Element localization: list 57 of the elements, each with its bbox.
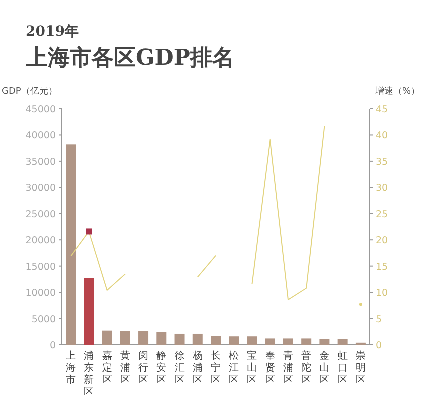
y2-tick-label: 0 (376, 340, 382, 352)
x-tick-label: 徐汇区 (174, 350, 185, 386)
y-tick-label: 30000 (26, 183, 56, 194)
y2-tick-label: 40 (376, 130, 388, 142)
chart-title: 2019年 (26, 24, 79, 40)
bar (320, 339, 330, 345)
x-tick-label: 金山区 (320, 350, 330, 386)
bar (283, 338, 294, 345)
x-tick-label: 普陀区 (302, 350, 312, 386)
x-tick-label: 浦东新区 (84, 350, 94, 398)
bar (338, 339, 348, 345)
y2-tick-label: 20 (376, 236, 388, 247)
y-tick-label: 45000 (26, 104, 56, 116)
y-tick-label: 35000 (26, 156, 56, 168)
y-tick-label: 10000 (26, 288, 56, 300)
y-tick-label: 5000 (32, 314, 56, 326)
bar (102, 330, 112, 345)
x-tick-label: 崇明区 (356, 350, 366, 386)
x-tick-label: 虹口区 (338, 350, 348, 386)
y-tick-label: 25000 (26, 209, 56, 220)
x-tick-label: 闵行区 (138, 350, 149, 386)
y2-tick-label: 5 (376, 314, 382, 326)
y-tick-label: 15000 (26, 262, 56, 273)
y2-axis-title: 增速（%） (374, 86, 420, 97)
x-tick-label: 杨浦区 (192, 350, 203, 386)
bar (120, 331, 130, 345)
y2-tick-label: 45 (376, 104, 388, 116)
y2-tick-label: 15 (376, 262, 388, 273)
bar (229, 336, 240, 345)
bar (174, 334, 185, 345)
y-tick-label: 40000 (26, 130, 56, 142)
y2-tick-label: 30 (376, 183, 388, 194)
bar (156, 332, 167, 345)
bar (302, 338, 312, 345)
bar (84, 278, 94, 345)
x-tick-label: 嘉定区 (102, 350, 112, 386)
y-tick-label: 20000 (26, 236, 56, 247)
bar (247, 336, 258, 345)
y2-tick-label: 25 (376, 209, 388, 220)
y-tick-label: 0 (50, 340, 56, 352)
chart-subtitle: 上海市各区GDP排名 (25, 45, 234, 71)
y2-tick-label: 35 (376, 156, 388, 168)
x-tick-label: 宝山区 (247, 350, 258, 386)
y-axis-title: GDP（亿元） (2, 86, 58, 97)
x-tick-label: 黄浦区 (120, 350, 130, 386)
x-tick-label: 上海市 (66, 350, 76, 386)
bar (138, 331, 149, 345)
bar (66, 144, 76, 345)
x-tick-label: 静安区 (156, 350, 167, 386)
x-tick-label: 青浦区 (283, 350, 294, 386)
bar (265, 338, 276, 345)
bar (192, 334, 203, 345)
bar (211, 336, 221, 345)
x-tick-label: 奉贤区 (265, 351, 276, 386)
x-tick-label: 松江区 (229, 350, 240, 386)
y2-tick-label: 10 (376, 288, 388, 300)
x-tick-label: 长宁区 (211, 350, 221, 386)
